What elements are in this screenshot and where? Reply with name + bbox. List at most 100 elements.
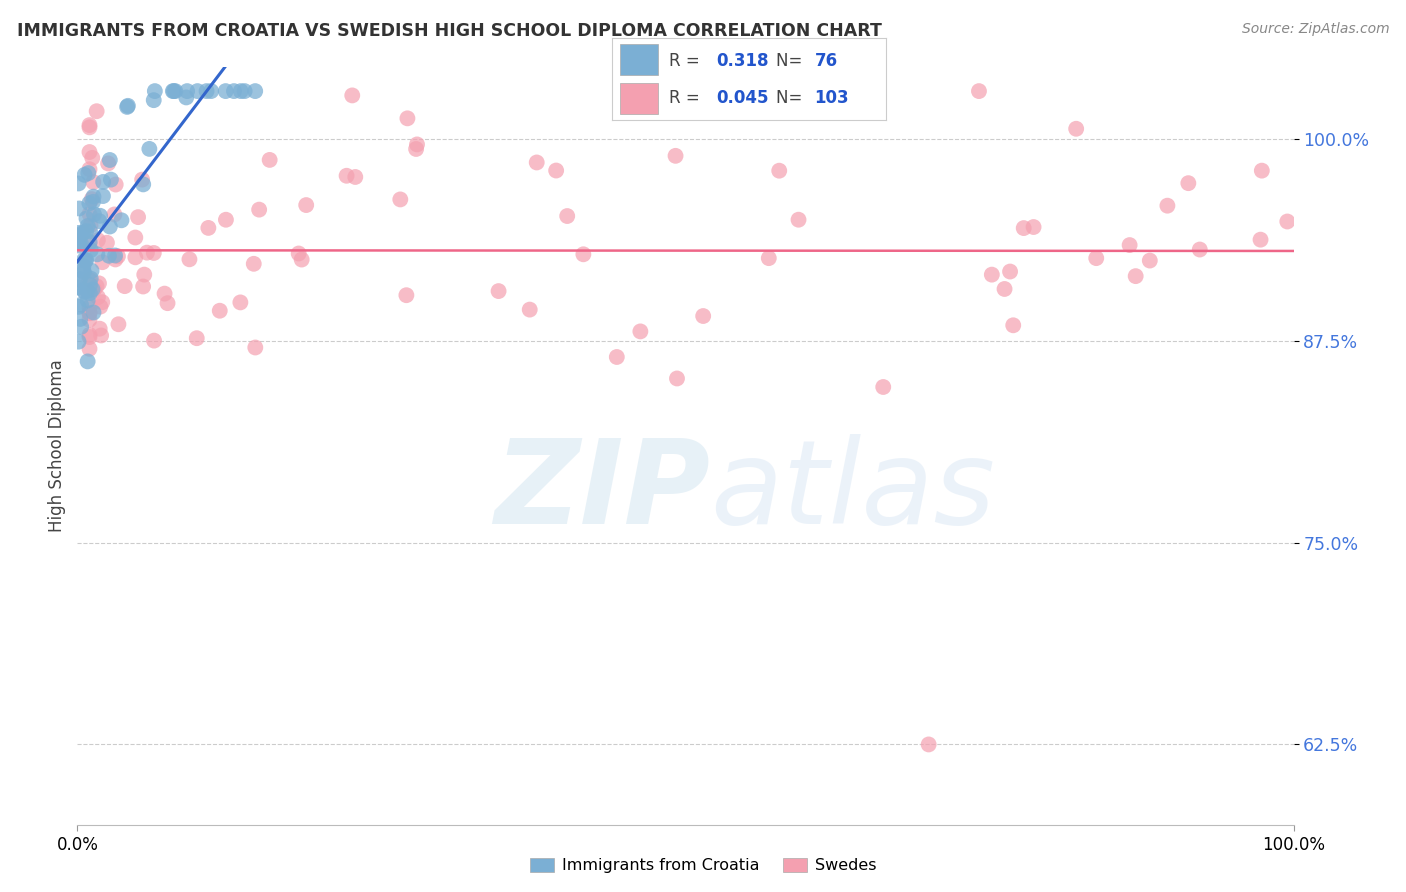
- Point: [132, 279, 155, 293]
- Point: [132, 178, 155, 192]
- Point: [142, 246, 165, 260]
- Point: [76, 211, 98, 226]
- Text: atlas: atlas: [710, 434, 995, 549]
- Point: [1188, 243, 1211, 257]
- Text: ZIP: ZIP: [494, 434, 710, 549]
- Point: [136, 245, 159, 260]
- Point: [79, 224, 101, 238]
- Point: [1125, 269, 1147, 284]
- Point: [115, 100, 138, 114]
- Point: [79, 162, 101, 177]
- Point: [82, 194, 104, 209]
- Point: [336, 169, 359, 183]
- Point: [79, 235, 101, 249]
- Point: [72, 283, 94, 297]
- Point: [91, 189, 114, 203]
- Point: [67, 234, 90, 248]
- Point: [242, 257, 264, 271]
- Text: R =: R =: [669, 52, 706, 70]
- Point: [229, 295, 252, 310]
- Point: [67, 226, 90, 240]
- Point: [195, 84, 218, 98]
- Point: [245, 341, 267, 355]
- Point: [134, 268, 156, 282]
- Point: [405, 142, 427, 156]
- Point: [186, 84, 208, 98]
- Point: [872, 380, 894, 394]
- Point: [1022, 220, 1045, 235]
- Point: [67, 228, 90, 243]
- Point: [229, 84, 252, 98]
- Point: [787, 212, 810, 227]
- Point: [259, 153, 281, 167]
- Point: [67, 202, 90, 216]
- Point: [519, 302, 541, 317]
- Point: [295, 198, 318, 212]
- Point: [104, 252, 127, 267]
- Point: [156, 296, 179, 310]
- Point: [1085, 251, 1108, 265]
- Point: [127, 210, 149, 224]
- Point: [214, 84, 236, 98]
- Point: [70, 319, 93, 334]
- Point: [67, 300, 90, 314]
- Point: [546, 163, 568, 178]
- Point: [287, 246, 309, 260]
- Point: [98, 153, 121, 167]
- Point: [67, 177, 90, 191]
- Point: [998, 264, 1021, 278]
- Point: [1012, 221, 1035, 235]
- Point: [406, 137, 429, 152]
- Point: [215, 212, 238, 227]
- Point: [980, 268, 1002, 282]
- Point: [389, 193, 412, 207]
- Point: [98, 219, 121, 234]
- Point: [1064, 121, 1087, 136]
- Point: [104, 248, 127, 262]
- Point: [82, 189, 104, 203]
- Point: [291, 252, 314, 267]
- Point: [67, 238, 90, 252]
- Point: [76, 284, 98, 298]
- Point: [124, 250, 146, 264]
- Point: [103, 207, 125, 221]
- Point: [96, 235, 118, 250]
- Point: [342, 88, 364, 103]
- Point: [1277, 214, 1299, 228]
- Point: [79, 118, 101, 132]
- Text: 103: 103: [814, 89, 849, 107]
- Point: [664, 149, 686, 163]
- Point: [104, 178, 127, 192]
- Point: [1177, 176, 1199, 190]
- Point: [174, 90, 197, 104]
- Point: [91, 175, 114, 189]
- Point: [628, 325, 651, 339]
- Point: [165, 84, 187, 98]
- Point: [1250, 233, 1272, 247]
- Point: [124, 230, 146, 244]
- Text: N=: N=: [776, 52, 807, 70]
- Point: [76, 219, 98, 233]
- Point: [176, 84, 198, 98]
- Point: [1118, 238, 1140, 252]
- Point: [75, 253, 97, 268]
- Point: [692, 309, 714, 323]
- Point: [143, 334, 166, 348]
- Point: [142, 93, 165, 107]
- Point: [245, 84, 267, 98]
- Point: [208, 303, 231, 318]
- Point: [666, 371, 689, 385]
- Point: [1002, 318, 1025, 333]
- Point: [86, 247, 108, 261]
- Point: [117, 99, 139, 113]
- Point: [107, 318, 129, 332]
- Point: [79, 327, 101, 342]
- Point: [143, 84, 166, 98]
- FancyBboxPatch shape: [620, 83, 658, 114]
- Point: [758, 251, 780, 265]
- Text: Source: ZipAtlas.com: Source: ZipAtlas.com: [1241, 22, 1389, 37]
- Point: [75, 252, 97, 267]
- Point: [572, 247, 595, 261]
- Point: [79, 306, 101, 320]
- Point: [197, 221, 219, 235]
